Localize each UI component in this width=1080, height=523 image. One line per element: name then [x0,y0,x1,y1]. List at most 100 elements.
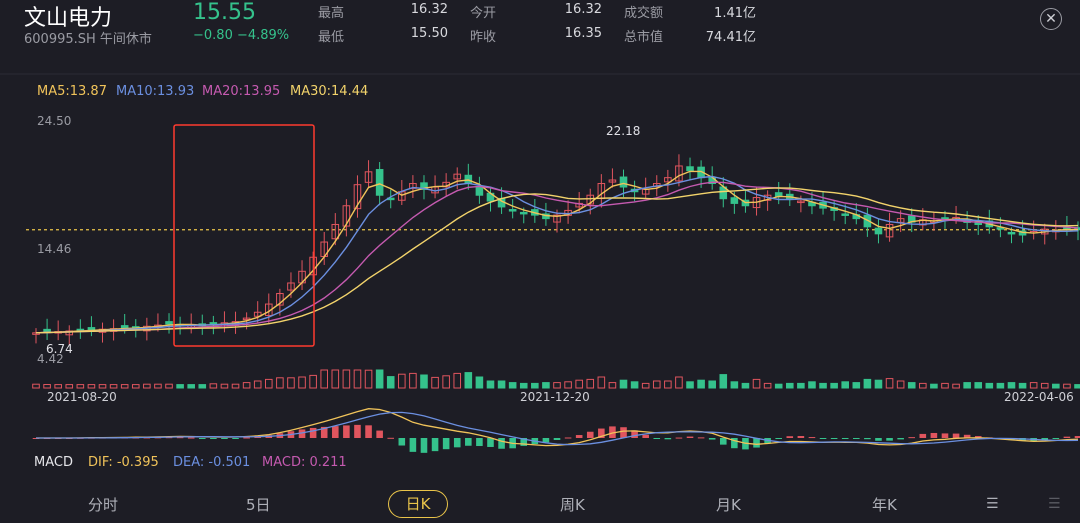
volume-bar [608,382,617,389]
x-axis-label-start: 2021-08-20 [47,390,117,404]
macd-bar [841,438,849,439]
volume-bar [919,382,927,389]
stat-value-prev-close: 16.35 [564,26,602,41]
stat-value-market-cap: 74.41亿 [705,30,756,45]
macd-bar [575,435,583,438]
macd-bar [354,424,361,438]
macd-bar [431,438,439,452]
macd-bar [420,438,428,453]
volume-bar [220,383,229,389]
volume-bar [719,374,728,389]
volume-bar [65,384,74,389]
stat-label-turnover: 成交额 [624,6,664,21]
volume-bar [353,369,362,389]
stat-label-open: 今开 [470,6,497,21]
candle-body [553,214,561,223]
volume-bar [841,381,850,389]
volume-bar [741,382,750,389]
volume-bar [852,382,861,389]
volume-bar [907,382,916,389]
macd-bar [243,437,250,439]
macd-bar [686,436,694,438]
macd-bar [664,438,672,440]
volume-bar [264,378,273,389]
tab-monthly-k[interactable]: 月K [716,496,741,514]
candle-body [996,227,1005,230]
volume-bar [996,382,1005,389]
macd-bar [498,438,505,449]
macd-bar [542,438,550,443]
volume-bar [76,384,85,389]
candle-body [32,332,40,335]
close-icon[interactable]: ✕ [1040,8,1062,30]
volume-bar [420,374,428,389]
candle-body [375,169,384,196]
volume-bar [885,378,894,389]
volume-bar [298,376,306,389]
volume-bar [165,383,173,389]
candle-body [797,200,805,204]
candle-body [409,183,417,189]
tab-yearly-k[interactable]: 年K [872,496,897,514]
candle-body [608,179,617,183]
volume-bar [863,378,872,389]
volume-bar [375,369,384,389]
stock-name: 文山电力 [24,6,113,31]
candle-body [675,165,683,182]
candle-body [420,182,428,190]
macd-bar [409,438,417,452]
menu-icon[interactable]: ☰ [1048,496,1061,512]
volume-bar [398,373,406,389]
macd-bar [631,430,638,438]
macd-bar [476,438,483,447]
volume-bar [531,382,539,389]
tab-daily-k[interactable]: 日K [388,490,448,518]
stat-label-high: 最高 [318,6,345,21]
macd-bar [453,438,461,448]
macd-bar [309,427,317,438]
macd-title: MACD [34,455,73,470]
tab-5day[interactable]: 5日 [246,496,271,514]
volume-bar [87,384,96,389]
volume-bar [209,383,218,389]
stat-value-turnover: 1.41亿 [714,6,756,21]
macd-bar [830,438,838,439]
macd-bar [930,432,938,438]
macd-bar [775,438,782,439]
volume-bar [1074,384,1080,389]
macd-bar [520,438,528,446]
macd-bar [1041,438,1049,440]
macd-bar [343,425,350,438]
high-annotation: 22.18 [606,124,641,138]
stat-label-low: 最低 [318,30,345,45]
candle-body [364,171,373,183]
volume-bar [287,377,295,389]
volume-bar [641,382,650,389]
stat-value-high: 16.32 [410,2,448,17]
macd-bar [886,438,893,441]
volume-bar [586,378,595,389]
volume-bar [242,382,251,389]
macd-bar [875,438,882,441]
ma30-line [35,187,1079,334]
volume-bar [730,381,739,389]
volume-bar [652,380,661,389]
volume-bar [1029,382,1038,389]
macd-bar [1063,436,1071,438]
macd-bar [897,438,904,440]
volume-bar [985,382,994,389]
y-axis-label-bottom: 4.42 [37,352,64,366]
macd-bar [376,430,383,438]
volume-bar [143,383,151,389]
tab-intraday[interactable]: 分时 [88,496,119,514]
volume-bar [442,375,450,389]
tab-weekly-k[interactable]: 周K [560,496,585,514]
settings-icon[interactable]: ☰ [986,496,999,512]
macd-bar [198,438,206,439]
volume-bar [43,384,51,389]
candle-body [686,166,694,172]
macd-bar [952,433,960,438]
dea-line [36,411,1079,446]
volume-bar [575,379,583,389]
